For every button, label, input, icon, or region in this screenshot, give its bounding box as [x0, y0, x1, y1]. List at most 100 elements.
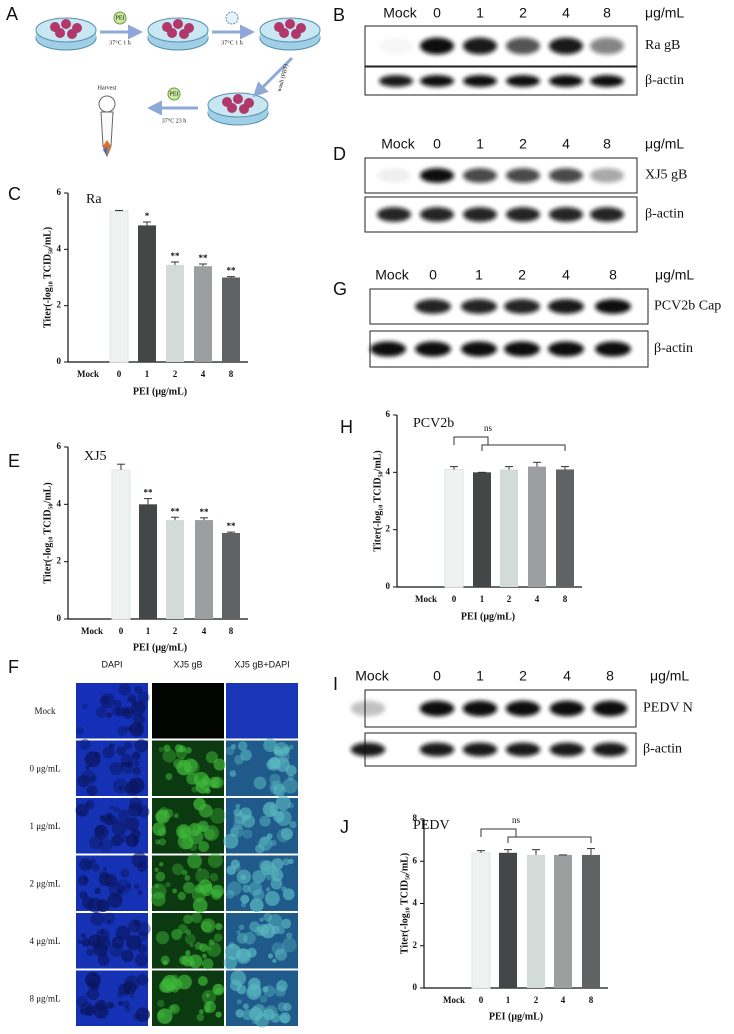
step-label: 37°C 23 h — [162, 117, 186, 124]
cell-cluster — [282, 858, 290, 866]
cell-cluster — [262, 801, 278, 818]
y-tick-label: 6 — [57, 187, 62, 197]
y-tick-label: 4 — [413, 898, 418, 908]
cell-cluster — [157, 1008, 173, 1024]
cell-cluster — [82, 897, 95, 910]
cell-cluster — [212, 983, 225, 996]
cell-cluster — [171, 929, 183, 940]
cell-cluster — [236, 930, 241, 935]
cell-cluster — [77, 774, 90, 788]
cell-cluster — [77, 939, 83, 945]
target-label: Ra gB — [645, 38, 680, 53]
micrograph — [223, 795, 298, 854]
lane-label: 4 — [562, 5, 570, 21]
target-label: β-actin — [645, 207, 684, 222]
band — [462, 742, 498, 757]
cell-cluster — [228, 941, 236, 949]
cell-cluster — [194, 884, 204, 894]
cell-cluster — [185, 950, 191, 956]
cell-cluster — [254, 926, 265, 937]
band — [590, 207, 624, 222]
band — [379, 38, 413, 55]
reagent-icon — [167, 87, 181, 101]
cell-cluster — [207, 853, 223, 868]
lane-label: 2 — [519, 136, 527, 152]
cell-cluster — [196, 1013, 205, 1022]
target-label: PCV2b Cap — [654, 299, 721, 314]
cell-cluster — [236, 948, 250, 962]
micrograph — [152, 797, 226, 854]
y-tick-label: 4 — [57, 243, 62, 253]
band — [463, 75, 497, 87]
target-label: β-actin — [654, 341, 693, 356]
cell-cluster — [252, 870, 266, 884]
cell-cluster — [109, 805, 115, 811]
bar — [138, 225, 156, 362]
cell-cluster — [177, 833, 194, 850]
cell-cluster — [181, 869, 188, 876]
bar — [527, 854, 545, 988]
cell-cluster — [205, 751, 219, 764]
x-tick-label: 4 — [202, 626, 207, 636]
cell-cluster — [177, 891, 186, 901]
cell-cluster — [115, 706, 126, 717]
cell-cluster — [184, 874, 191, 881]
unit-label: μg/mL — [645, 136, 684, 152]
cell-cluster — [155, 810, 168, 823]
row-label: 4 μg/mL — [29, 936, 60, 946]
x-tick-label: 8 — [563, 594, 568, 604]
cell-cluster — [259, 815, 271, 827]
panel-letter: C — [8, 184, 21, 204]
cell-cluster — [263, 912, 273, 922]
cell-cluster — [275, 795, 291, 811]
y-axis-label: Titer(-log₁₀ TCID₅₀/mL) — [42, 227, 53, 328]
chart-title: Ra — [86, 192, 102, 207]
lane-label: 1 — [476, 5, 484, 21]
cell-cluster — [179, 829, 185, 835]
band — [377, 207, 411, 222]
bar — [166, 520, 184, 619]
band — [419, 700, 455, 717]
cell-cluster — [137, 889, 143, 896]
x-tick-label: 0 — [452, 594, 457, 604]
lane-label: Mock — [375, 267, 409, 283]
cell-cluster — [91, 972, 97, 978]
cell-cluster — [118, 1000, 124, 1006]
cell-cluster — [185, 929, 192, 935]
cell-cluster — [80, 1008, 87, 1015]
blot-strip — [364, 196, 638, 233]
column-header: DAPI — [101, 659, 122, 669]
cell-cluster — [181, 954, 194, 967]
cell-cluster — [124, 1005, 131, 1012]
x-axis-label: PEI (μg/mL) — [133, 386, 187, 397]
step-label: 37°C 1 h — [221, 39, 242, 46]
x-tick-label: 2 — [534, 995, 539, 1005]
cell-cluster — [171, 863, 184, 876]
cell-cluster — [265, 887, 271, 892]
cell-cluster — [137, 943, 148, 954]
lane-label: 0 — [433, 136, 441, 152]
cell-cluster — [289, 820, 297, 829]
cell-cluster — [116, 745, 127, 756]
cell-cluster — [175, 747, 187, 759]
cell-cluster — [135, 1007, 150, 1022]
unit-label: μg/mL — [645, 5, 684, 21]
annotation: ns — [484, 423, 493, 433]
cell-cluster — [169, 1004, 180, 1014]
cell-cluster — [235, 1009, 244, 1018]
cell-cluster — [263, 738, 277, 753]
band — [420, 37, 454, 55]
cell-cluster — [209, 779, 218, 788]
micrograph-bg — [152, 683, 224, 739]
cell-cluster — [133, 883, 140, 890]
lane-label: 1 — [476, 668, 484, 684]
cell-cluster — [132, 837, 139, 844]
band — [595, 299, 631, 314]
cell-cluster — [134, 739, 148, 753]
cell-cluster — [208, 939, 215, 946]
micrograph — [75, 797, 150, 854]
x-tick-label: Mock — [415, 594, 437, 604]
error-bar — [561, 466, 569, 470]
cell-cluster — [280, 827, 294, 840]
lane-label: 8 — [603, 5, 611, 21]
